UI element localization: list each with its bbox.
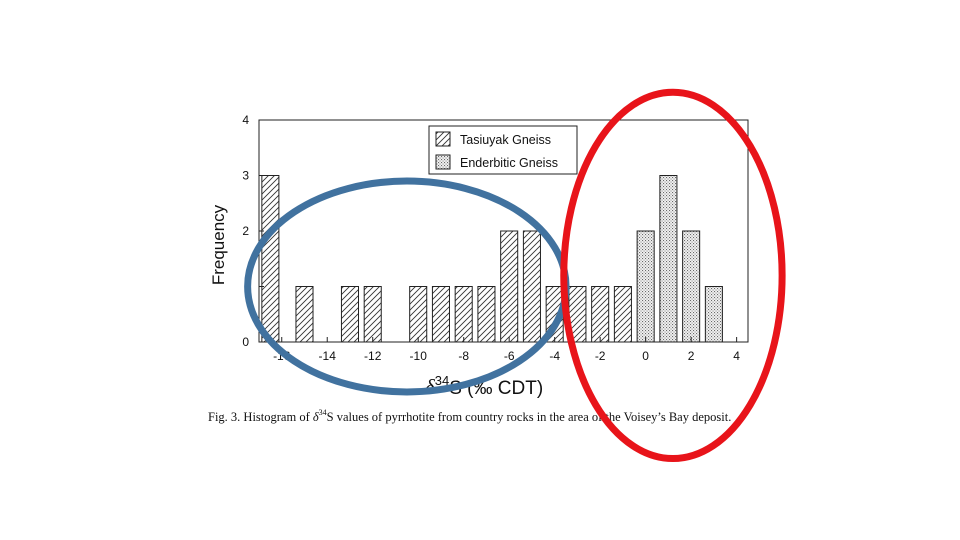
figure-caption: Fig. 3. Histogram of δ34S values of pyrr… <box>208 408 731 424</box>
x-tick-label-3: -10 <box>410 349 428 363</box>
bar-tasiuyak-12 <box>591 286 610 343</box>
bar-enderbitic-2 <box>682 230 701 343</box>
y-tick-label-0: 0 <box>242 335 249 349</box>
red-highlight-ellipse <box>560 88 786 463</box>
annotation-layer <box>244 88 786 463</box>
bar-tasiuyak-7 <box>477 286 496 343</box>
caption-suffix: S values of pyrrhotite from country rock… <box>327 410 732 424</box>
x-tick-label-2: -12 <box>364 349 382 363</box>
bar-enderbitic-0 <box>636 230 655 343</box>
blue-highlight-ellipse <box>244 177 570 396</box>
bar-tasiuyak-5 <box>431 286 450 343</box>
y-tick-label-3: 3 <box>242 169 249 183</box>
y-tick-label-4: 4 <box>242 113 249 127</box>
y-tick-label-2: 2 <box>242 224 249 238</box>
x-axis-label-superscript: 34 <box>435 373 449 388</box>
x-tick-label-4: -8 <box>458 349 469 363</box>
bar-tasiuyak-1 <box>295 286 314 343</box>
x-tick-label-5: -6 <box>504 349 515 363</box>
bar-enderbitic-1 <box>659 175 678 343</box>
x-tick-label-7: -2 <box>595 349 606 363</box>
bar-tasiuyak-4 <box>409 286 428 343</box>
bar-tasiuyak-9 <box>522 230 541 343</box>
x-axis-label-delta: δ <box>425 375 436 399</box>
caption-prefix: Fig. 3. Histogram of <box>208 410 313 424</box>
bar-tasiuyak-8 <box>500 230 519 343</box>
legend: Tasiuyak Gneiss Enderbitic Gneiss <box>428 125 578 175</box>
bar-enderbitic-3 <box>704 286 723 343</box>
legend-label-tasiuyak: Tasiuyak Gneiss <box>460 133 551 147</box>
x-tick-label-1: -14 <box>319 349 337 363</box>
bar-tasiuyak-13 <box>613 286 632 343</box>
caption-delta: δ <box>313 410 319 424</box>
legend-swatch-tasiuyak <box>435 131 451 147</box>
y-axis-label: Frequency <box>209 204 228 285</box>
bars-layer <box>261 175 723 343</box>
legend-swatch-enderbitic <box>435 154 451 170</box>
x-tick-label-9: 2 <box>688 349 695 363</box>
caption-superscript: 34 <box>319 408 327 417</box>
x-tick-label-6: -4 <box>549 349 560 363</box>
bar-tasiuyak-3 <box>363 286 382 343</box>
x-tick-label-8: 0 <box>642 349 649 363</box>
legend-label-enderbitic: Enderbitic Gneiss <box>460 156 558 170</box>
x-tick-label-10: 4 <box>733 349 740 363</box>
legend-box <box>428 125 578 175</box>
bar-tasiuyak-0 <box>261 175 280 343</box>
bar-tasiuyak-2 <box>340 286 360 343</box>
bar-tasiuyak-6 <box>454 286 473 343</box>
